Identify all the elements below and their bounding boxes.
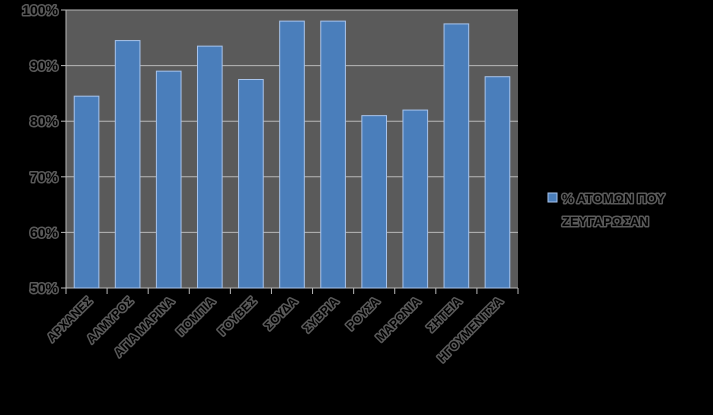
y-tick-label: 80% — [30, 113, 59, 129]
bar — [361, 115, 388, 289]
bar — [155, 70, 182, 289]
legend-label-line2: ΖΕΥΓΑΡΩΣΑΝ — [562, 214, 649, 229]
y-tick-label: 100% — [22, 2, 58, 18]
x-category-label: ΠΟΜΠΙΑ — [174, 294, 219, 339]
bar — [320, 20, 346, 289]
legend-swatch — [547, 192, 558, 203]
bar — [238, 79, 264, 289]
x-category-label: ΡΟΥΣΑ — [344, 294, 383, 333]
y-tick-label: 70% — [30, 169, 59, 185]
bar — [196, 45, 223, 289]
y-tick-label: 50% — [30, 280, 59, 296]
y-tick-label: 90% — [30, 58, 59, 74]
y-tick-label: 60% — [30, 224, 59, 240]
bar — [402, 109, 429, 289]
bar — [443, 23, 470, 289]
bar — [73, 95, 100, 289]
bar — [114, 40, 141, 289]
x-category-label: ΜΑΡΩΝΙΑ — [373, 294, 423, 344]
x-category-label: ΓΟΥΒΕΣ — [215, 294, 259, 338]
x-category-label: ΣΗΤΕΙΑ — [424, 294, 465, 335]
legend-label-line1: % ΑΤΟΜΩΝ ΠΟΥ — [562, 191, 665, 206]
x-category-label: ΣΟΥΔΑ — [262, 294, 301, 333]
bar — [484, 76, 511, 289]
x-category-label: ΣΥΒΡΙΑ — [300, 294, 341, 335]
bar — [279, 20, 305, 289]
